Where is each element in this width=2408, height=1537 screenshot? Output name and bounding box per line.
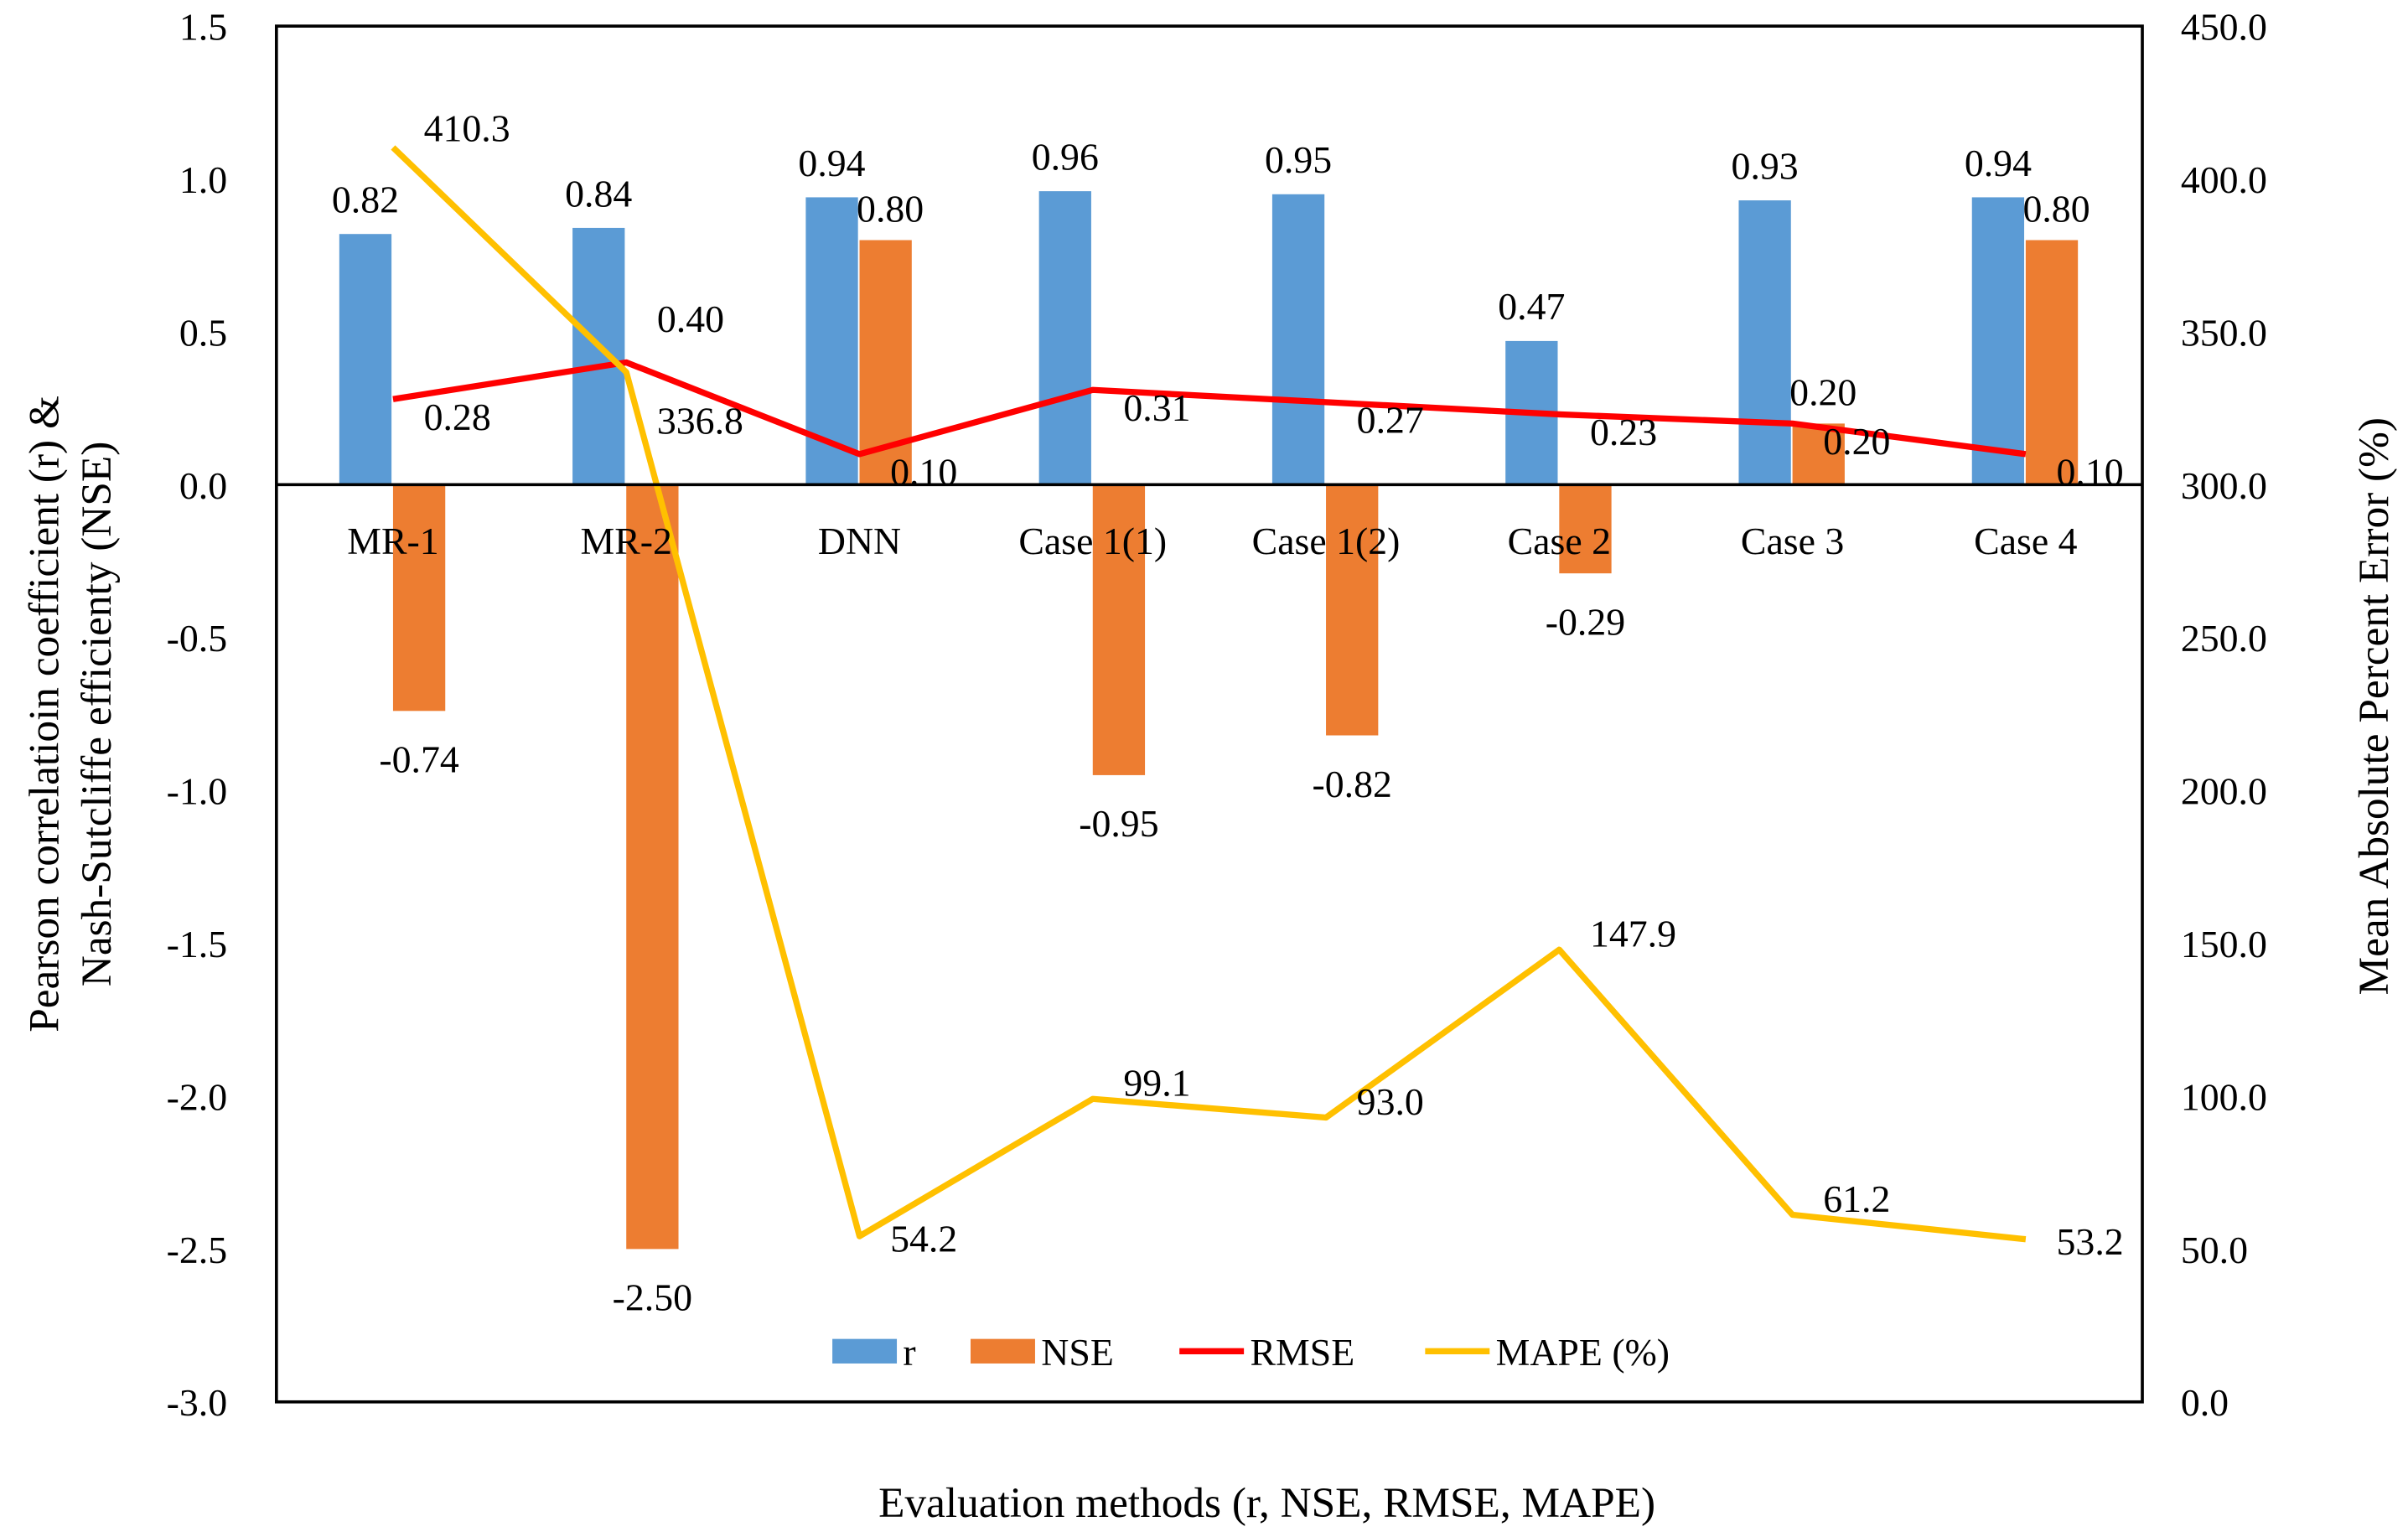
bar-r — [1271, 194, 1325, 485]
y-tick-left: 1.5 — [179, 6, 227, 49]
y-tick-left: -0.5 — [167, 617, 228, 660]
bar-nse — [1559, 484, 1612, 574]
y-tick-right: 450.0 — [2181, 6, 2267, 49]
bar-nse — [2025, 240, 2079, 485]
bar-nse — [1326, 484, 1379, 736]
data-label-r: 0.94 — [1965, 142, 2032, 184]
data-label-nse: -0.74 — [379, 738, 458, 781]
data-label-r: 0.84 — [565, 172, 632, 215]
y-tick-right: 200.0 — [2181, 770, 2267, 813]
legend-label: r — [903, 1331, 915, 1374]
x-tick-label: DNN — [818, 520, 901, 562]
data-label-nse: -0.82 — [1312, 763, 1391, 805]
data-label-mape: 99.1 — [1123, 1062, 1190, 1105]
y-tick-left: -2.5 — [167, 1229, 228, 1271]
data-label-rmse: 0.31 — [1123, 386, 1190, 429]
legend: r NSE RMSE MAPE (%) — [832, 1331, 1670, 1374]
data-label-rmse: 0.10 — [890, 451, 957, 494]
y-tick-left: -1.0 — [167, 770, 228, 813]
data-label-rmse: 0.23 — [1590, 411, 1657, 453]
y-tick-left: 0.5 — [179, 311, 227, 354]
bar-r — [339, 234, 392, 485]
data-label-mape: 336.8 — [657, 399, 743, 442]
legend-label: MAPE (%) — [1496, 1331, 1670, 1374]
data-label-r: 0.96 — [1032, 135, 1099, 178]
x-tick-label: Case 1(2) — [1252, 520, 1401, 562]
x-tick-label: Case 1(1) — [1018, 520, 1167, 562]
data-label-nse: -0.29 — [1546, 600, 1625, 643]
bar-nse — [1092, 484, 1146, 775]
data-label-mape: 61.2 — [1823, 1177, 1890, 1220]
data-label-nse: 0.80 — [2022, 188, 2090, 230]
line-mape — [391, 145, 2027, 1243]
y-axis-title-right: Mean Absolute Percent Error (%) — [2350, 417, 2398, 995]
line-rmse — [392, 359, 2027, 458]
y-tick-right: 150.0 — [2181, 923, 2267, 965]
x-axis-title: Evaluation methods (r, NSE, RMSE, MAPE) — [878, 1479, 1655, 1527]
legend-label: NSE — [1041, 1331, 1114, 1374]
bar-r — [1038, 191, 1091, 485]
bar-r — [1738, 200, 1791, 485]
data-label-nse: -2.50 — [613, 1276, 692, 1319]
y-tick-right: 100.0 — [2181, 1075, 2267, 1118]
x-tick-label: Case 2 — [1508, 520, 1611, 562]
data-label-r: 0.82 — [332, 179, 399, 221]
legend-swatch-r — [832, 1338, 898, 1364]
data-label-rmse: 0.40 — [657, 298, 724, 340]
y-tick-right: 0.0 — [2181, 1381, 2229, 1424]
x-tick-label: MR-1 — [347, 520, 438, 562]
data-label-r: 0.94 — [798, 142, 865, 184]
bar-r — [572, 227, 625, 485]
data-label-mape: 93.0 — [1357, 1080, 1424, 1123]
bar-nse — [626, 484, 679, 1250]
data-label-nse: 0.20 — [1789, 370, 1856, 413]
data-label-nse: -0.95 — [1079, 802, 1158, 845]
y-tick-left: 1.0 — [179, 158, 227, 201]
data-label-rmse: 0.10 — [2057, 451, 2124, 494]
data-label-nse: 0.80 — [857, 188, 924, 230]
data-label-mape: 54.2 — [890, 1217, 957, 1260]
legend-label: RMSE — [1250, 1331, 1354, 1374]
x-tick-label: Case 3 — [1741, 520, 1844, 562]
data-label-rmse: 0.28 — [424, 396, 491, 438]
data-label-rmse: 0.20 — [1823, 420, 1890, 463]
data-label-r: 0.95 — [1265, 138, 1332, 181]
y-tick-right: 50.0 — [2181, 1229, 2248, 1271]
x-tick-label: Case 4 — [1974, 520, 2077, 562]
plot-frame — [274, 24, 2144, 1404]
y-axis-title-left-1: Pearson correlatioin coefficient (r) & — [21, 396, 69, 1032]
y-tick-right: 250.0 — [2181, 617, 2267, 660]
y-tick-left: -1.5 — [167, 923, 228, 965]
data-label-rmse: 0.27 — [1357, 399, 1424, 442]
bar-r — [1971, 197, 2025, 485]
y-tick-right: 300.0 — [2181, 464, 2267, 507]
bar-nse — [1792, 423, 1845, 485]
y-axis-title-left-2: Nash-Sutcliffe efficienty (NSE) — [73, 442, 121, 987]
y-tick-left: -2.0 — [167, 1075, 228, 1118]
y-tick-left: -3.0 — [167, 1381, 228, 1424]
data-label-r: 0.47 — [1498, 285, 1565, 328]
data-label-mape: 53.2 — [2057, 1220, 2124, 1263]
data-label-r: 0.93 — [1732, 144, 1799, 187]
y-tick-left: 0.0 — [179, 464, 227, 507]
y-tick-right: 350.0 — [2181, 311, 2267, 354]
bar-nse — [392, 484, 446, 712]
legend-swatch-nse — [970, 1338, 1035, 1364]
data-label-mape: 147.9 — [1590, 913, 1676, 955]
x-tick-label: MR-2 — [581, 520, 672, 562]
data-label-mape: 410.3 — [424, 107, 510, 150]
y-tick-right: 400.0 — [2181, 158, 2267, 201]
